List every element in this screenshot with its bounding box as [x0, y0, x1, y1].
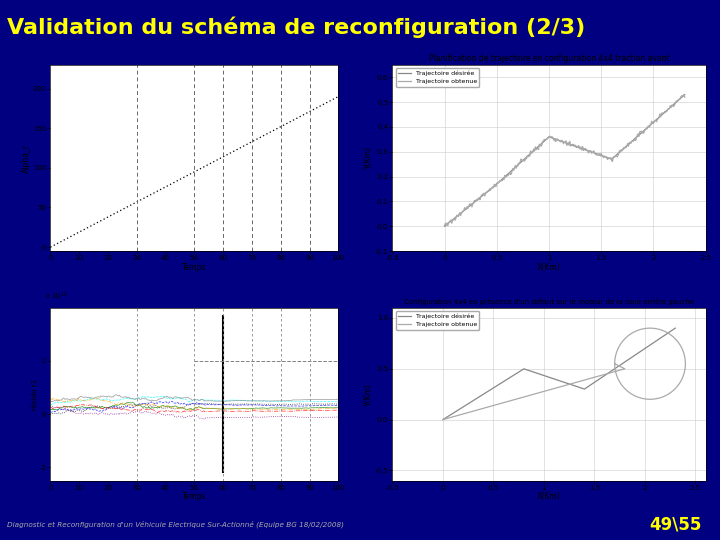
Trajectoire obtenue [557, 383, 566, 390]
X-axis label: X(Km): X(Km) [537, 262, 561, 272]
Trajectoire désirée [680, 91, 689, 98]
Line: Trajectoire obtenue: Trajectoire obtenue [443, 328, 685, 420]
Trajectoire désirée [441, 222, 450, 229]
Legend: Trajectoire désirée, Trajectoire obtenue: Trajectoire désirée, Trajectoire obtenue [395, 311, 480, 330]
Trajectoire obtenue [482, 404, 491, 410]
Trajectoire obtenue [441, 222, 449, 229]
X-axis label: Temps: Temps [182, 492, 207, 501]
Trajectoire obtenue [646, 325, 654, 332]
Trajectoire désirée [671, 325, 680, 332]
Trajectoire obtenue [680, 371, 688, 377]
Y-axis label: Y(Km): Y(Km) [364, 146, 373, 170]
Line: Trajectoire désirée: Trajectoire désirée [445, 94, 685, 226]
Trajectoire obtenue [644, 123, 652, 130]
Legend: Trajectoire désirée, Trajectoire obtenue: Trajectoire désirée, Trajectoire obtenue [395, 68, 480, 87]
Trajectoire désirée [514, 369, 523, 375]
Trajectoire obtenue [584, 150, 593, 156]
Text: Validation du schéma de reconfiguration (2/3): Validation du schéma de reconfiguration … [7, 17, 585, 38]
Trajectoire obtenue [679, 373, 688, 380]
Trajectoire obtenue [611, 361, 619, 367]
Trajectoire obtenue [647, 396, 656, 402]
Text: Diagnostic et Reconfiguration d'un Véhicule Electrique Sur-Actionné (Equipe BG 1: Diagnostic et Reconfiguration d'un Véhic… [7, 521, 344, 528]
Trajectoire désirée [588, 149, 596, 156]
Trajectoire désirée [643, 125, 652, 131]
Trajectoire obtenue [680, 91, 688, 98]
Trajectoire obtenue [438, 416, 447, 423]
Trajectoire désirée [608, 367, 616, 374]
Trajectoire désirée [583, 147, 592, 154]
Trajectoire désirée [658, 111, 667, 118]
Trajectoire désirée [467, 399, 475, 406]
Trajectoire désirée [441, 223, 449, 230]
Trajectoire obtenue [441, 220, 450, 227]
Trajectoire désirée [585, 383, 593, 389]
Line: Trajectoire obtenue: Trajectoire obtenue [445, 94, 685, 226]
X-axis label: X(Km): X(Km) [537, 492, 561, 501]
Trajectoire désirée [438, 416, 447, 423]
Trajectoire obtenue [583, 147, 592, 154]
X-axis label: Temps: Temps [182, 262, 207, 272]
Line: Trajectoire désirée: Trajectoire désirée [443, 328, 675, 420]
Text: x 10$^{12}$: x 10$^{12}$ [45, 291, 68, 302]
Title: Planification de trajectoire en configuration 4x4 traction avant: Planification de trajectoire en configur… [428, 53, 670, 63]
Trajectoire désirée [531, 369, 539, 376]
Trajectoire obtenue [659, 110, 667, 116]
Trajectoire désirée [606, 368, 615, 375]
Trajectoire obtenue [588, 148, 597, 155]
Trajectoire obtenue [444, 222, 452, 229]
Trajectoire obtenue [680, 94, 689, 100]
Title: Configuration 4x4 en présence d'un défaut sur le moteur de la roue arrière gauch: Configuration 4x4 en présence d'un défau… [404, 298, 694, 305]
Y-axis label: Alpha_r: Alpha_r [22, 144, 32, 172]
Trajectoire obtenue [583, 376, 592, 382]
Text: 49\55: 49\55 [649, 515, 702, 534]
Y-axis label: Y(Km): Y(Km) [364, 383, 373, 406]
Trajectoire désirée [582, 147, 591, 153]
Y-axis label: résidu r1: résidu r1 [32, 379, 38, 410]
